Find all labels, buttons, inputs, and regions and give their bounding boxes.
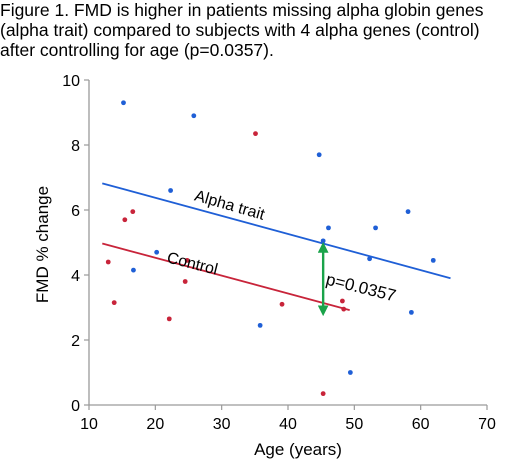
alpha-trait-point — [316, 152, 322, 158]
control-point — [111, 300, 117, 306]
caption-line-3: after controlling for age (p=0.0357). — [0, 40, 274, 60]
caption-line-2: (alpha trait) compared to subjects with … — [0, 20, 480, 40]
p-value-label: p=0.0357 — [324, 270, 398, 306]
figure-caption: Figure 1. FMD is higher in patients miss… — [0, 0, 520, 60]
control-label: Control — [165, 250, 219, 279]
alpha-trait-point — [121, 100, 126, 106]
x-tick-label: 20 — [146, 416, 164, 433]
x-tick-label: 10 — [80, 416, 98, 433]
x-tick-label: 40 — [279, 416, 297, 433]
y-tick-label: 10 — [62, 73, 80, 90]
alpha-trait-point — [191, 113, 197, 119]
alpha-trait-point — [131, 267, 136, 273]
alpha-trait-point — [367, 256, 372, 262]
caption-line-1: Figure 1. FMD is higher in patients miss… — [0, 0, 484, 20]
x-tick-label: 70 — [478, 416, 496, 433]
control-point — [130, 209, 136, 215]
control-point — [184, 257, 190, 263]
x-tick-label: 30 — [213, 416, 231, 433]
control-trend-line — [102, 242, 350, 311]
control-point — [320, 391, 326, 397]
alpha-trait-point — [257, 322, 263, 328]
y-tick-label: 4 — [71, 268, 80, 285]
control-point — [166, 316, 172, 322]
alpha-trait-point — [326, 225, 331, 231]
alpha-trait-point — [430, 257, 436, 263]
alpha-trait-point — [168, 188, 173, 193]
tick-labels: 10 20 30 40 50 60 70 0 2 4 6 8 10 — [62, 73, 496, 433]
control-point — [279, 301, 285, 307]
data-points — [105, 100, 436, 397]
control-point — [339, 298, 345, 304]
alpha-trait-point — [408, 309, 414, 315]
alpha-trait-trend-line — [102, 182, 451, 280]
x-axis-label: Age (years) — [254, 440, 342, 459]
x-tick-label: 50 — [345, 416, 363, 433]
control-point — [253, 131, 258, 137]
y-tick-label: 2 — [71, 333, 80, 350]
alpha-trait-point — [154, 249, 160, 255]
control-point — [122, 217, 128, 223]
alpha-trait-point — [320, 238, 326, 244]
trend-lines — [102, 182, 451, 311]
alpha-trait-point — [405, 209, 411, 215]
control-point — [105, 259, 111, 265]
alpha-trait-point — [373, 225, 378, 231]
x-tick-label: 60 — [412, 416, 430, 433]
control-point — [341, 306, 347, 312]
alpha-trait-point — [347, 370, 353, 375]
y-tick-label: 8 — [71, 138, 80, 155]
y-tick-label: 6 — [71, 203, 80, 220]
y-tick-label: 0 — [71, 398, 80, 415]
y-axis-label: FMD % change — [33, 186, 52, 303]
axes — [84, 79, 488, 410]
control-point — [182, 279, 188, 284]
